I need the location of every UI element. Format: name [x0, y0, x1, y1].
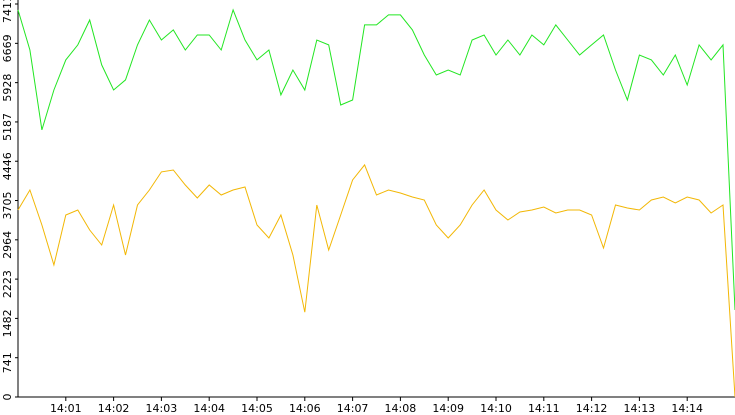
- x-tick-label: 14:06: [289, 402, 321, 415]
- x-tick-label: 14:07: [337, 402, 369, 415]
- series-line: [17, 163, 735, 398]
- x-tick-label: 14:01: [50, 402, 82, 415]
- y-tick-label: 3705: [1, 192, 14, 220]
- series-line: [17, 8, 735, 311]
- x-tick-label: 14:04: [193, 402, 225, 415]
- x-tick-label: 14:14: [671, 402, 703, 415]
- y-tick-label: 1482: [1, 309, 14, 337]
- y-tick-label: 741: [1, 352, 14, 373]
- y-tick-label: 5187: [1, 113, 14, 141]
- y-tick-label: 5928: [1, 74, 14, 102]
- y-tick-label: 6669: [1, 34, 14, 62]
- y-tick-label: 2964: [1, 231, 14, 259]
- x-tick-label: 14:13: [624, 402, 656, 415]
- y-tick-label: 7411: [1, 0, 14, 23]
- x-tick-label: 14:08: [385, 402, 417, 415]
- y-tick-label: 4446: [1, 152, 14, 180]
- y-tick-label: 2223: [1, 270, 14, 298]
- y-tick-label: 0: [1, 394, 14, 401]
- x-tick-label: 14:02: [98, 402, 130, 415]
- x-tick-label: 14:12: [576, 402, 608, 415]
- x-tick-label: 14:03: [146, 402, 178, 415]
- x-tick-label: 14:11: [528, 402, 560, 415]
- x-tick-label: 14:10: [480, 402, 512, 415]
- x-tick-label: 14:09: [432, 402, 464, 415]
- x-tick-label: 14:05: [241, 402, 273, 415]
